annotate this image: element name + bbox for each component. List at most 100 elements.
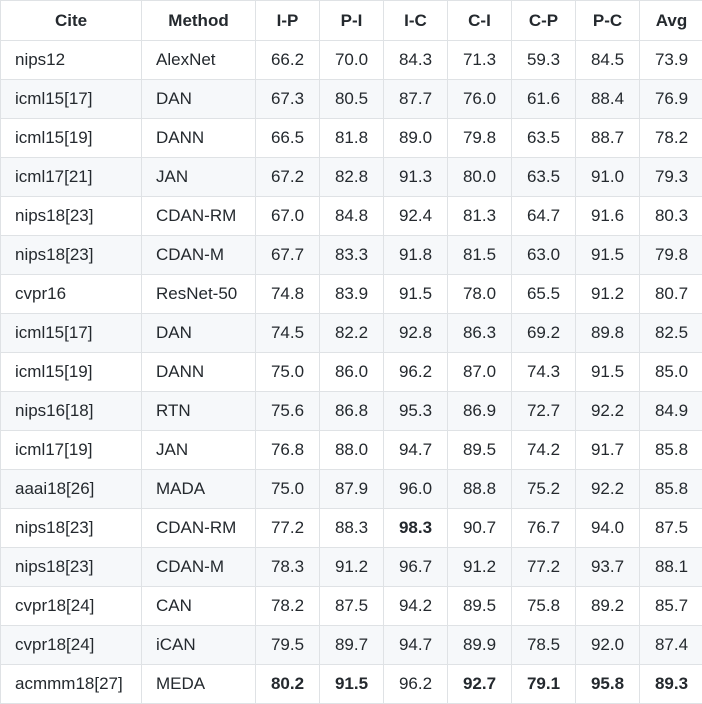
score-cell: 93.7 [576,548,640,587]
score-cell: 64.7 [512,197,576,236]
score-cell: 96.0 [384,470,448,509]
score-cell: 82.2 [320,314,384,353]
score-cell: 89.8 [576,314,640,353]
score-cell: 83.3 [320,236,384,275]
method-cell: DANN [142,353,256,392]
score-cell: 86.8 [320,392,384,431]
score-cell: 84.5 [576,41,640,80]
score-cell: 82.5 [640,314,702,353]
score-cell: 87.5 [320,587,384,626]
column-header-cite: Cite [1,1,142,41]
score-cell: 92.2 [576,470,640,509]
score-cell: 74.5 [256,314,320,353]
method-cell: DAN [142,80,256,119]
score-cell: 94.7 [384,626,448,665]
score-cell: 90.7 [448,509,512,548]
column-header-c-p: C-P [512,1,576,41]
cite-cell: icml17[21] [1,158,142,197]
method-cell: JAN [142,431,256,470]
score-cell: 77.2 [512,548,576,587]
method-cell: RTN [142,392,256,431]
score-cell: 82.8 [320,158,384,197]
score-cell: 91.2 [576,275,640,314]
score-cell: 89.7 [320,626,384,665]
score-cell: 92.7 [448,665,512,704]
score-cell: 67.0 [256,197,320,236]
column-header-p-c: P-C [576,1,640,41]
score-cell: 98.3 [384,509,448,548]
column-header-c-i: C-I [448,1,512,41]
method-cell: MEDA [142,665,256,704]
score-cell: 66.5 [256,119,320,158]
score-cell: 59.3 [512,41,576,80]
method-cell: DANN [142,119,256,158]
score-cell: 91.2 [448,548,512,587]
score-cell: 63.0 [512,236,576,275]
score-cell: 92.8 [384,314,448,353]
cite-cell: cvpr18[24] [1,587,142,626]
score-cell: 78.2 [256,587,320,626]
score-cell: 92.2 [576,392,640,431]
score-cell: 66.2 [256,41,320,80]
method-cell: iCAN [142,626,256,665]
score-cell: 85.8 [640,431,702,470]
score-cell: 76.0 [448,80,512,119]
score-cell: 80.3 [640,197,702,236]
score-cell: 63.5 [512,119,576,158]
score-cell: 85.8 [640,470,702,509]
score-cell: 88.0 [320,431,384,470]
score-cell: 80.0 [448,158,512,197]
score-cell: 84.9 [640,392,702,431]
score-cell: 77.2 [256,509,320,548]
score-cell: 91.5 [320,665,384,704]
score-cell: 91.8 [384,236,448,275]
score-cell: 73.9 [640,41,702,80]
score-cell: 76.8 [256,431,320,470]
score-cell: 86.9 [448,392,512,431]
score-cell: 96.7 [384,548,448,587]
score-cell: 81.5 [448,236,512,275]
score-cell: 91.5 [384,275,448,314]
score-cell: 70.0 [320,41,384,80]
score-cell: 91.7 [576,431,640,470]
score-cell: 65.5 [512,275,576,314]
score-cell: 79.1 [512,665,576,704]
column-header-avg: Avg [640,1,702,41]
method-cell: CDAN-M [142,548,256,587]
score-cell: 95.3 [384,392,448,431]
column-header-method: Method [142,1,256,41]
cite-cell: icml15[19] [1,353,142,392]
score-cell: 80.2 [256,665,320,704]
cite-cell: icml17[19] [1,431,142,470]
score-cell: 88.1 [640,548,702,587]
cite-cell: icml15[17] [1,314,142,353]
score-cell: 94.0 [576,509,640,548]
cite-cell: nips16[18] [1,392,142,431]
score-cell: 87.4 [640,626,702,665]
score-cell: 67.2 [256,158,320,197]
score-cell: 74.3 [512,353,576,392]
score-cell: 79.8 [448,119,512,158]
score-cell: 63.5 [512,158,576,197]
score-cell: 91.0 [576,158,640,197]
score-cell: 88.8 [448,470,512,509]
score-cell: 78.2 [640,119,702,158]
cite-cell: nips12 [1,41,142,80]
score-cell: 89.9 [448,626,512,665]
cite-cell: nips18[23] [1,236,142,275]
score-cell: 67.7 [256,236,320,275]
score-cell: 92.0 [576,626,640,665]
score-cell: 88.4 [576,80,640,119]
score-cell: 75.8 [512,587,576,626]
score-cell: 91.3 [384,158,448,197]
